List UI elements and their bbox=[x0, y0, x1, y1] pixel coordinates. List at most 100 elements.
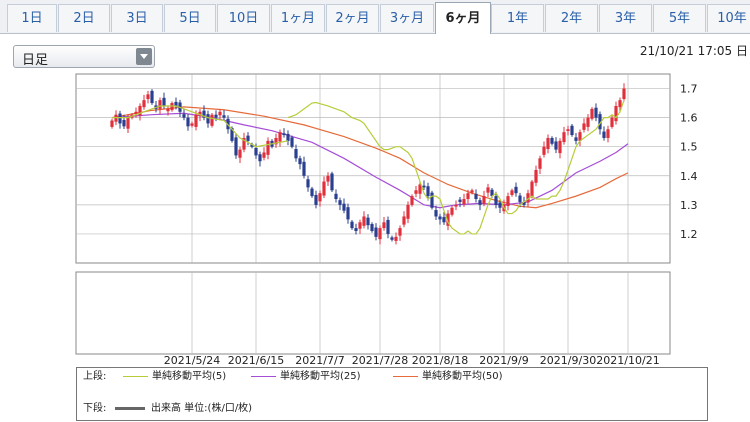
candle-body-107 bbox=[538, 158, 542, 169]
candle-body-113 bbox=[562, 132, 566, 143]
tab-8[interactable]: 6ヶ月 bbox=[435, 2, 491, 34]
x-tick-label-1: 2021/6/15 bbox=[228, 354, 284, 367]
candle-body-105 bbox=[530, 181, 534, 197]
candle-body-96 bbox=[494, 196, 498, 205]
candle-body-59 bbox=[346, 207, 350, 220]
x-tick-label-7: 2021/10/21 bbox=[596, 354, 659, 367]
grid-lines bbox=[76, 74, 670, 354]
tab-9[interactable]: 1年 bbox=[491, 4, 544, 32]
candle-body-15 bbox=[170, 103, 174, 111]
tab-11[interactable]: 3年 bbox=[599, 4, 652, 32]
y-tick-label-1: 1.6 bbox=[680, 112, 698, 125]
candle-body-120 bbox=[590, 108, 594, 119]
legend-ma5: 単純移動平均(5) bbox=[123, 370, 226, 384]
candle-body-54 bbox=[326, 175, 330, 182]
candlestick-series bbox=[110, 83, 626, 245]
tab-4[interactable]: 10日 bbox=[217, 4, 270, 32]
candle-body-39 bbox=[266, 140, 270, 155]
candle-body-7 bbox=[138, 105, 142, 116]
x-tick-label-2: 2021/7/7 bbox=[295, 354, 344, 367]
candle-body-82 bbox=[438, 216, 442, 220]
tab-1[interactable]: 2日 bbox=[58, 4, 110, 32]
candle-body-119 bbox=[586, 117, 590, 127]
candle-body-83 bbox=[442, 217, 446, 223]
tab-7[interactable]: 3ヶ月 bbox=[380, 4, 434, 32]
candle-body-127 bbox=[618, 100, 622, 108]
legend-ma25-label: 単純移動平均(25) bbox=[280, 371, 361, 382]
tab-0[interactable]: 1日 bbox=[7, 4, 57, 32]
candle-body-68 bbox=[382, 222, 386, 229]
candle-body-44 bbox=[286, 133, 290, 141]
candle-body-42 bbox=[278, 132, 282, 142]
candle-body-21 bbox=[194, 114, 198, 127]
tab-2[interactable]: 3日 bbox=[111, 4, 163, 32]
candle-body-99 bbox=[506, 196, 510, 207]
candle-body-16 bbox=[174, 101, 178, 106]
candle-body-30 bbox=[230, 128, 234, 141]
x-tick-label-0: 2021/5/24 bbox=[164, 354, 220, 367]
candle-body-47 bbox=[298, 158, 302, 165]
x-tick-label-6: 2021/9/30 bbox=[540, 354, 596, 367]
candle-body-55 bbox=[330, 173, 334, 191]
candle-body-49 bbox=[306, 179, 310, 188]
candle-body-26 bbox=[214, 114, 218, 118]
candle-body-74 bbox=[406, 204, 410, 219]
ma50-line bbox=[111, 106, 629, 209]
ma5-line bbox=[287, 99, 625, 235]
candle-body-80 bbox=[430, 192, 434, 208]
candle-body-8 bbox=[142, 100, 146, 108]
candle-body-94 bbox=[486, 187, 490, 193]
candle-body-73 bbox=[402, 216, 406, 225]
candle-body-72 bbox=[398, 228, 402, 236]
candle-body-124 bbox=[606, 129, 610, 138]
chevron-down-icon[interactable] bbox=[136, 48, 152, 65]
candle-body-34 bbox=[246, 135, 250, 141]
candle-body-118 bbox=[582, 123, 586, 130]
candle-body-90 bbox=[470, 190, 474, 193]
candle-body-65 bbox=[370, 224, 374, 232]
tab-3[interactable]: 5日 bbox=[164, 4, 216, 32]
candle-body-0 bbox=[110, 120, 114, 127]
chart-type-select[interactable]: 日足 bbox=[13, 45, 155, 68]
tab-13[interactable]: 10年 bbox=[707, 4, 750, 32]
tab-5[interactable]: 1ヶ月 bbox=[271, 4, 325, 32]
candle-body-115 bbox=[570, 125, 574, 136]
candle-body-110 bbox=[550, 137, 554, 144]
candle-body-81 bbox=[434, 210, 438, 217]
y-tick-label-0: 1.7 bbox=[680, 83, 698, 96]
y-tick-label-5: 1.2 bbox=[680, 228, 698, 241]
candle-body-1 bbox=[114, 114, 118, 122]
tab-12[interactable]: 5年 bbox=[653, 4, 706, 32]
candle-body-63 bbox=[362, 216, 366, 226]
period-tab-bar: 1日 2日 3日 5日 10日 1ヶ月 2ヶ月 3ヶ月 6ヶ月 1年 2年 3年 5年 10年 bbox=[0, 0, 750, 34]
y-tick-label-3: 1.4 bbox=[680, 170, 698, 183]
candle-body-36 bbox=[254, 147, 258, 156]
candle-body-51 bbox=[314, 194, 318, 205]
candle-body-114 bbox=[566, 129, 570, 131]
candle-body-123 bbox=[602, 131, 606, 138]
candle-body-6 bbox=[134, 111, 138, 115]
candle-body-17 bbox=[178, 102, 182, 112]
ma25-line bbox=[111, 112, 629, 209]
candle-body-103 bbox=[522, 201, 526, 205]
candle-body-37 bbox=[258, 154, 262, 162]
candle-body-46 bbox=[294, 149, 298, 159]
ma25-swatch bbox=[251, 375, 276, 377]
candle-body-29 bbox=[226, 118, 230, 130]
candle-body-53 bbox=[322, 181, 326, 196]
tab-6[interactable]: 2ヶ月 bbox=[326, 4, 379, 32]
candle-body-100 bbox=[510, 190, 514, 195]
candle-body-70 bbox=[390, 237, 394, 240]
candle-body-89 bbox=[466, 193, 470, 200]
candle-body-43 bbox=[282, 133, 286, 136]
candle-body-10 bbox=[150, 90, 154, 104]
ma5-swatch bbox=[123, 375, 148, 377]
candle-body-3 bbox=[122, 119, 126, 127]
candle-body-86 bbox=[454, 204, 458, 207]
candle-body-111 bbox=[554, 141, 558, 150]
legend-ma50: 単純移動平均(50) bbox=[393, 370, 503, 384]
tab-10[interactable]: 2年 bbox=[545, 4, 598, 32]
candle-body-64 bbox=[366, 217, 370, 226]
volume-plot-area bbox=[75, 271, 671, 355]
candle-body-9 bbox=[146, 94, 150, 100]
